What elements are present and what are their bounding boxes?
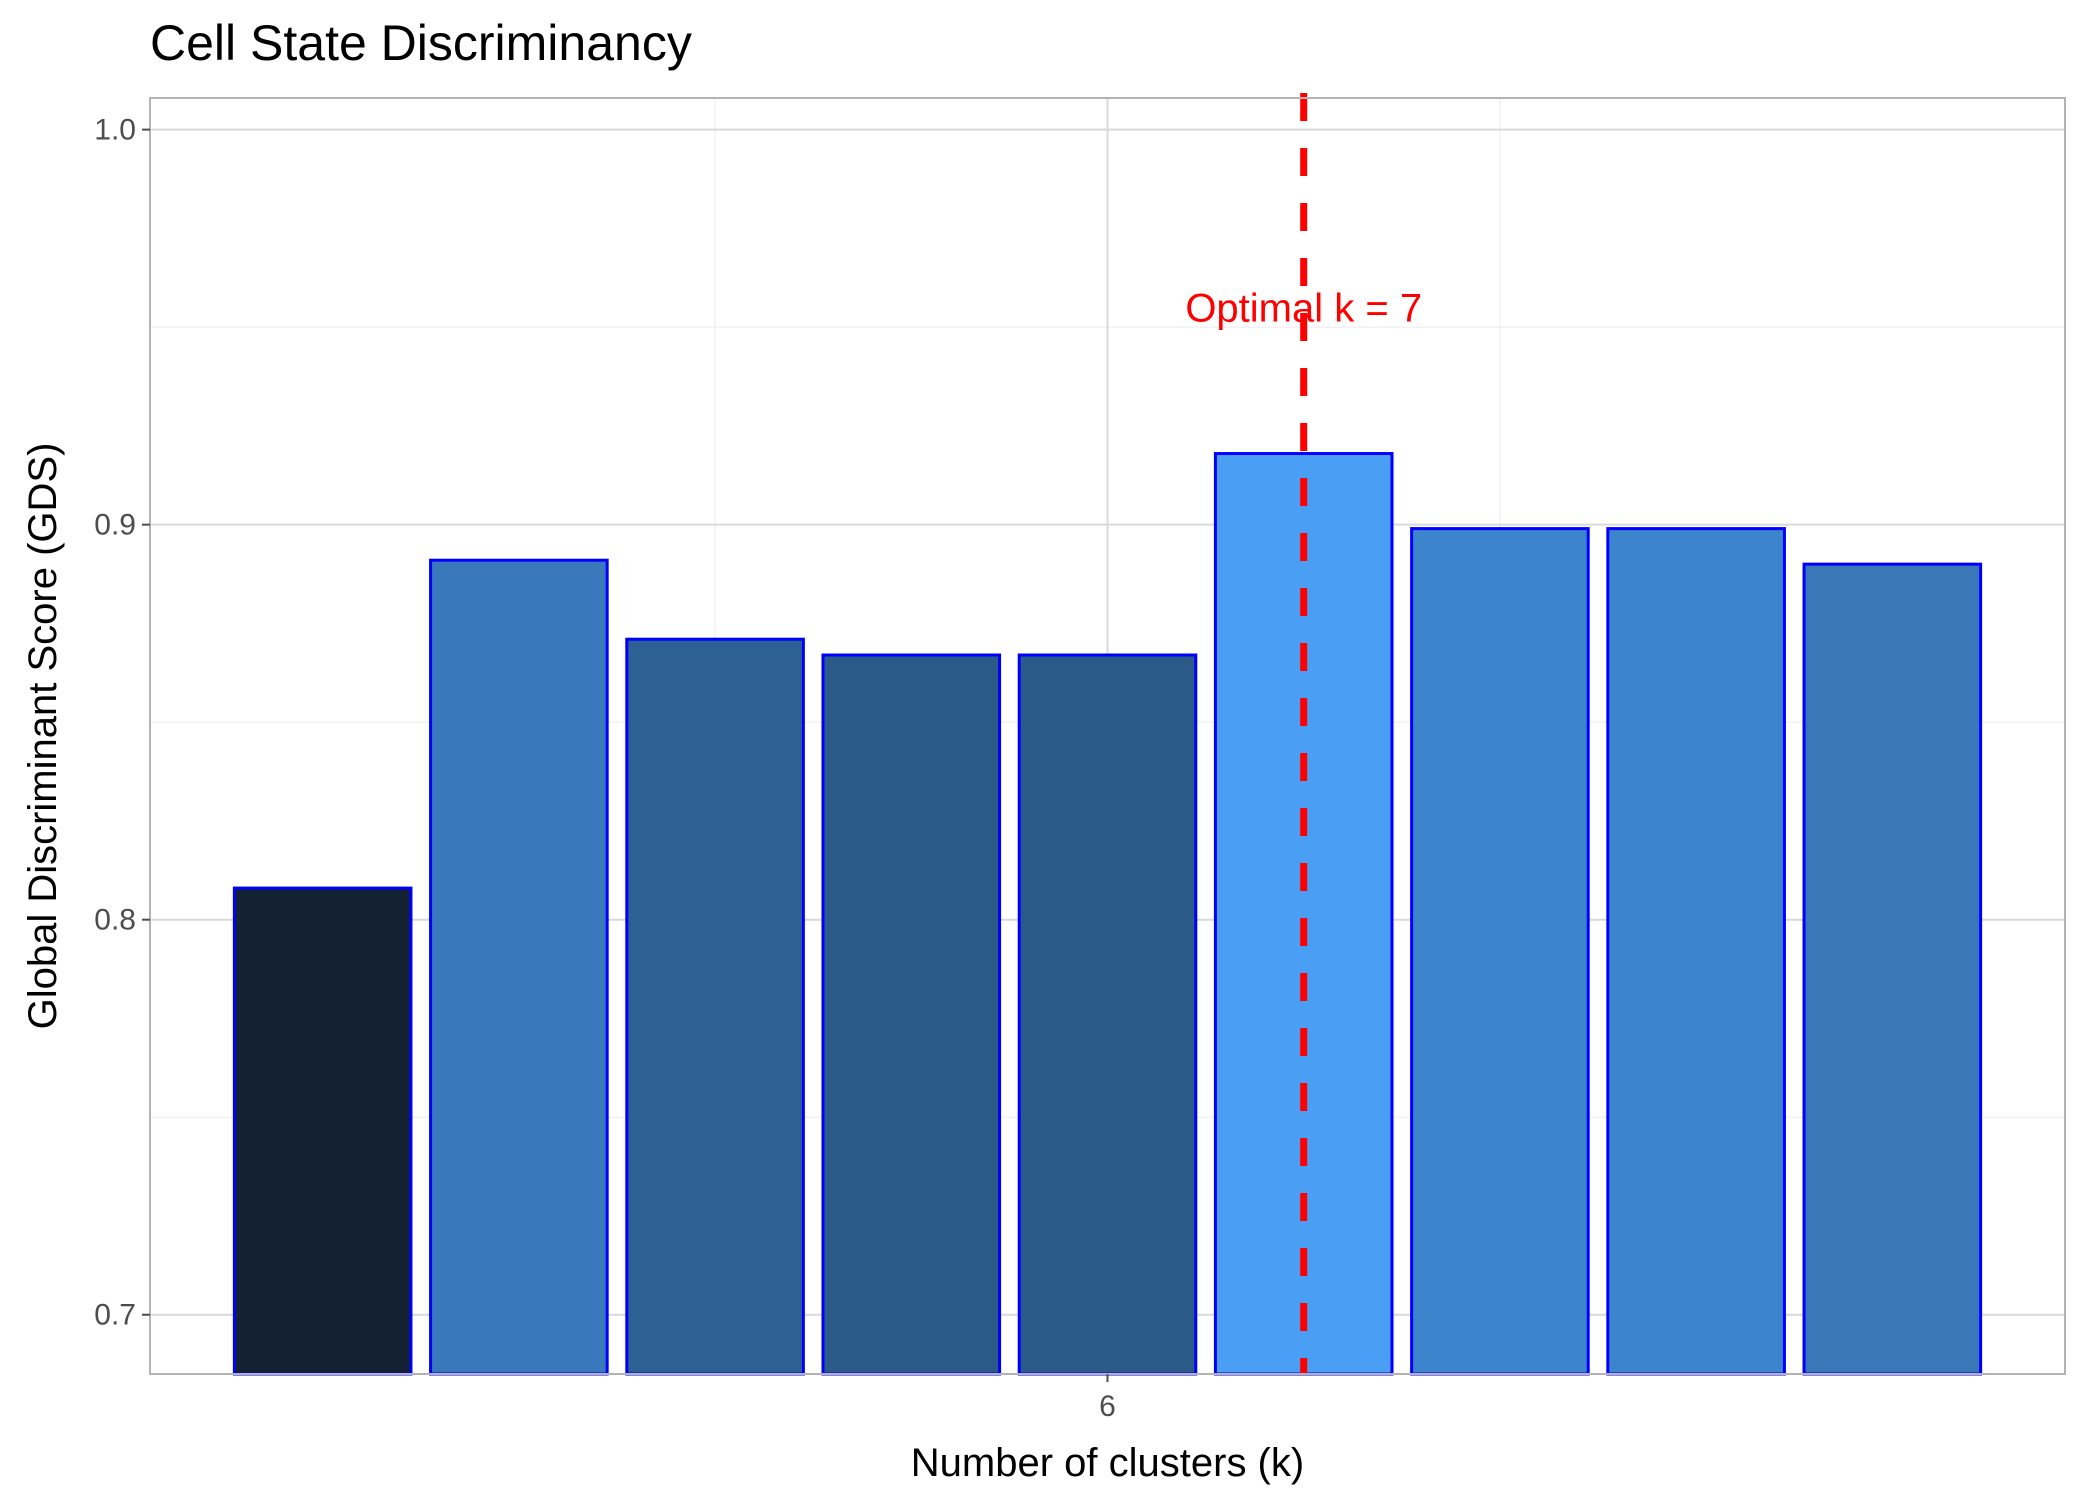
x-axis-title: Number of clusters (k) bbox=[911, 1441, 1304, 1485]
bar-k-5 bbox=[821, 653, 1002, 1376]
bar-k-4 bbox=[625, 637, 805, 1376]
bar-k-3 bbox=[429, 558, 609, 1376]
y-axis-title: Global Discriminant Score (GDS) bbox=[21, 443, 65, 1030]
optimal-k-label: Optimal k = 7 bbox=[1185, 286, 1422, 330]
bar-k-6 bbox=[1017, 653, 1198, 1376]
bar-k-9 bbox=[1606, 527, 1786, 1376]
y-tick-label: 1.0 bbox=[94, 114, 136, 147]
bar-k-10 bbox=[1802, 562, 1983, 1376]
y-tick-label: 0.9 bbox=[94, 509, 136, 542]
bar-k-2 bbox=[232, 886, 413, 1376]
y-tick-label: 0.8 bbox=[94, 904, 136, 937]
x-tick-label: 6 bbox=[1099, 1390, 1116, 1423]
bar-k-8 bbox=[1410, 527, 1590, 1376]
y-tick-label: 0.7 bbox=[94, 1299, 136, 1332]
annotation: Optimal k = 7 bbox=[1185, 93, 1422, 1374]
chart-title: Cell State Discriminancy bbox=[150, 15, 692, 71]
axis-ticks: 0.7 0.8 0.9 1.0 6 bbox=[94, 114, 1116, 1423]
